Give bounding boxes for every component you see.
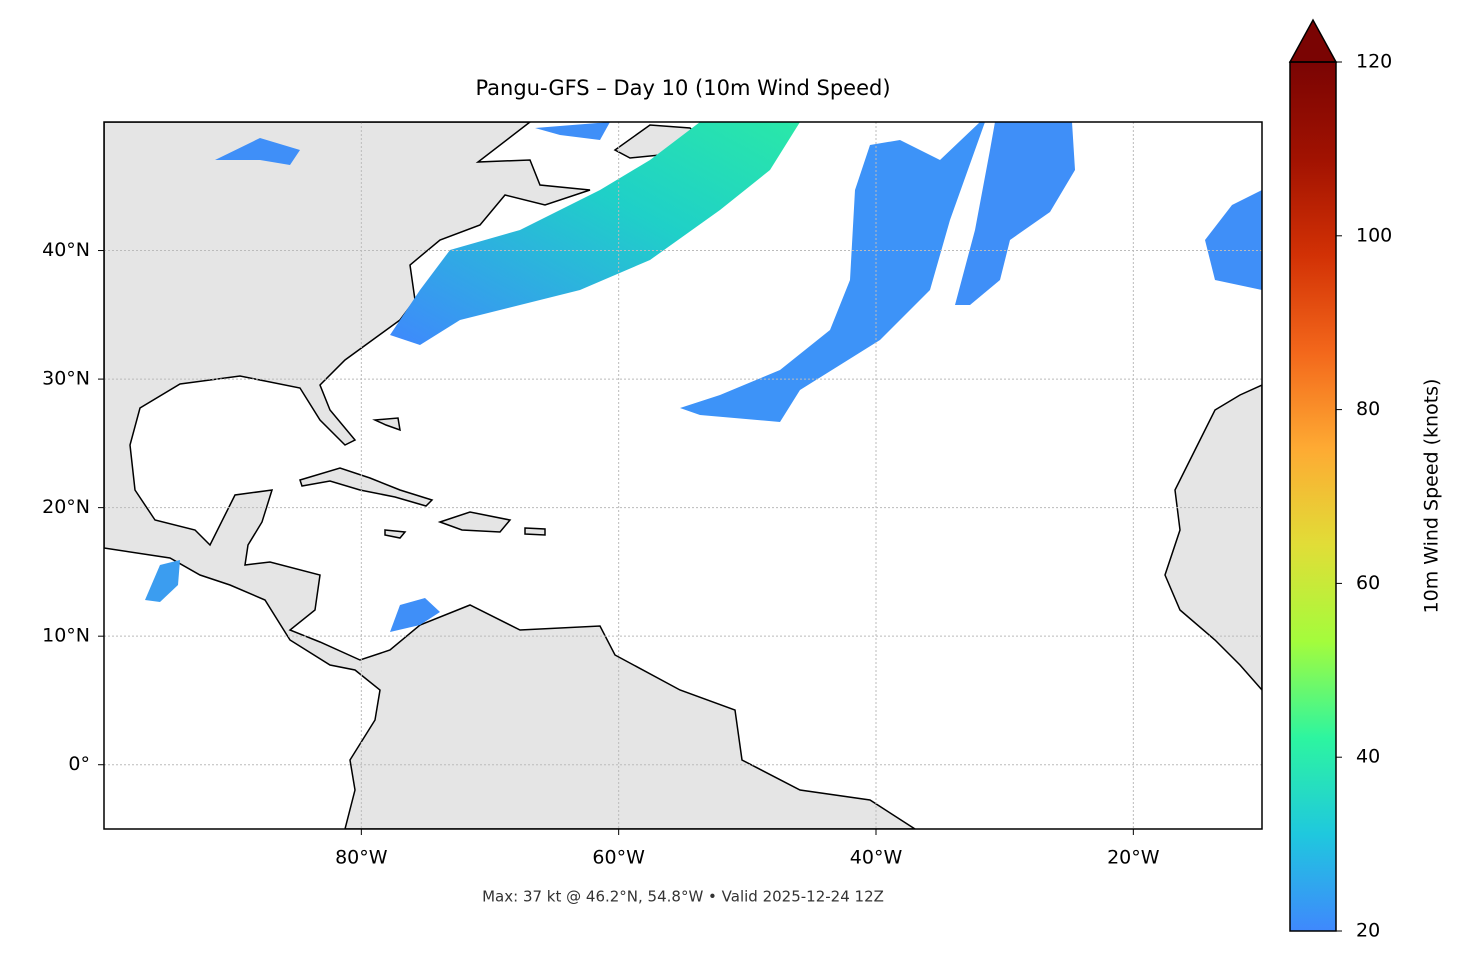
grid	[104, 122, 1262, 829]
x-tick-label: 60°W	[592, 847, 645, 869]
colorbar-label: 10m Wind Speed (knots)	[1421, 379, 1443, 614]
americas	[104, 122, 917, 829]
colorbar-frame	[1289, 61, 1337, 932]
chart-title: Pangu-GFS – Day 10 (10m Wind Speed)	[475, 76, 890, 100]
colorbar	[1290, 62, 1336, 931]
y-tick-label: 0°	[68, 753, 90, 775]
x-tick-label: 20°W	[1107, 847, 1160, 869]
hispaniola	[437, 511, 512, 533]
colorbar-tick-label: 80	[1356, 398, 1380, 420]
cuba	[299, 467, 434, 507]
wind-swath	[390, 122, 800, 345]
wind-swath	[535, 122, 610, 140]
y-tick-label: 10°N	[42, 625, 90, 647]
wind-swath	[145, 560, 180, 602]
puerto-rico	[524, 527, 546, 536]
bahamas	[372, 417, 401, 432]
wind-swath	[215, 138, 300, 165]
colorbar-tick-label: 100	[1356, 224, 1392, 246]
colorbar-tick-label: 40	[1356, 746, 1380, 768]
colorbar-tick-label: 60	[1356, 572, 1380, 594]
x-tick-label: 40°W	[850, 847, 903, 869]
wind-swath	[680, 122, 985, 422]
wind-swath	[1205, 190, 1262, 290]
x-tick-label: 80°W	[335, 847, 388, 869]
y-tick-label: 30°N	[42, 368, 90, 390]
wind-swath	[955, 122, 1075, 305]
colorbar-tick-label: 20	[1356, 920, 1380, 942]
y-tick-label: 40°N	[42, 239, 90, 261]
colorbar-extend	[1288, 18, 1338, 63]
map-layer	[104, 122, 1262, 829]
wind-swath	[390, 598, 440, 632]
footer-note: Max: 37 kt @ 46.2°N, 54.8°W • Valid 2025…	[482, 888, 884, 906]
map-frame	[103, 121, 1263, 830]
jamaica	[384, 529, 407, 539]
africa	[1164, 384, 1262, 692]
colorbar-tick-label: 120	[1356, 51, 1392, 73]
y-tick-label: 20°N	[42, 496, 90, 518]
